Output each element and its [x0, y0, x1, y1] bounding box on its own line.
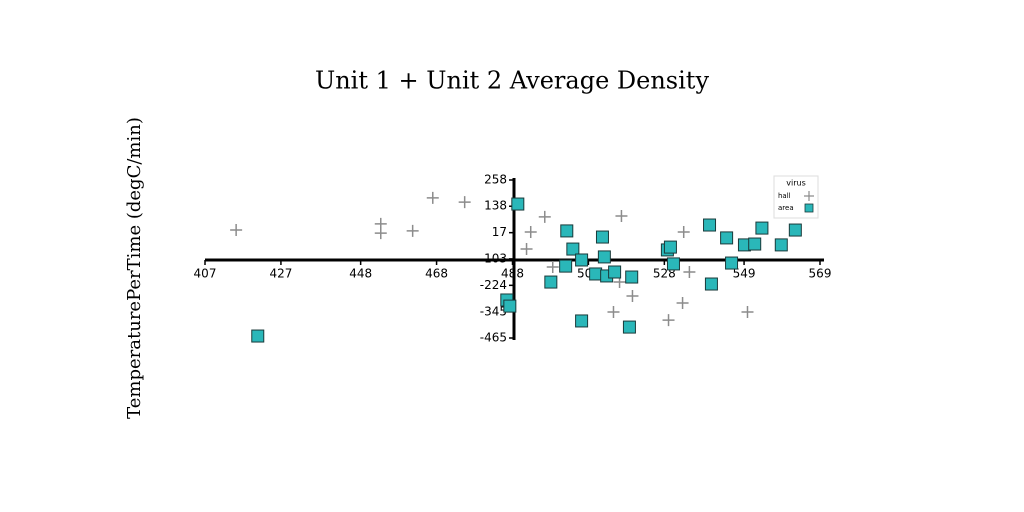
point — [755, 221, 769, 235]
point — [704, 277, 718, 291]
point — [374, 227, 387, 240]
y-tick-label: -465 — [480, 331, 507, 345]
point — [230, 224, 243, 237]
y-tick-label: -224 — [480, 278, 507, 292]
y-tick-label: 138 — [484, 199, 507, 213]
point — [559, 259, 573, 273]
point — [503, 299, 517, 313]
point — [589, 267, 603, 281]
point — [538, 210, 551, 223]
point — [725, 256, 739, 270]
point — [748, 237, 762, 251]
point — [511, 197, 525, 211]
legend-label: area — [778, 204, 794, 212]
point — [520, 243, 533, 256]
point — [575, 253, 589, 267]
point — [662, 314, 675, 327]
point — [595, 230, 609, 244]
legend-marker — [804, 203, 814, 213]
y-tick-label: 258 — [484, 173, 507, 187]
point — [703, 218, 717, 232]
point — [676, 297, 689, 310]
point — [544, 275, 558, 289]
x-tick-label: 549 — [733, 267, 756, 281]
point — [666, 257, 680, 271]
point — [677, 226, 690, 239]
point — [774, 238, 788, 252]
chart-title: Unit 1 + Unit 2 Average Density — [315, 67, 709, 95]
x-tick-label: 427 — [269, 267, 292, 281]
point — [607, 305, 620, 318]
point — [625, 270, 639, 284]
x-tick-label: 407 — [194, 267, 217, 281]
x-tick-label: 468 — [425, 267, 448, 281]
point — [663, 240, 677, 254]
point — [597, 250, 611, 264]
point — [622, 320, 636, 334]
point — [546, 260, 559, 273]
point — [426, 191, 439, 204]
point — [251, 329, 265, 343]
point — [626, 290, 639, 303]
point — [615, 210, 628, 223]
y-tick-label: -103 — [480, 251, 507, 265]
y-axis-label: TemperaturePerTime (degC/min) — [124, 117, 145, 419]
x-tick-label: 448 — [349, 267, 372, 281]
x-tick-label: 569 — [809, 267, 832, 281]
point — [406, 224, 419, 237]
x-tick-label: 488 — [501, 267, 524, 281]
point — [683, 266, 696, 279]
y-tick-label: -345 — [480, 304, 507, 318]
legend-label: hall — [778, 192, 791, 200]
legend-marker — [804, 191, 814, 201]
point — [524, 226, 537, 239]
point — [608, 265, 622, 279]
point — [575, 314, 589, 328]
point — [566, 242, 580, 256]
point — [720, 231, 734, 245]
y-tick-label: 17 — [492, 225, 507, 239]
point — [741, 305, 754, 318]
legend-title: virus — [786, 179, 805, 188]
point — [788, 223, 802, 237]
point — [458, 196, 471, 209]
point — [560, 224, 574, 238]
